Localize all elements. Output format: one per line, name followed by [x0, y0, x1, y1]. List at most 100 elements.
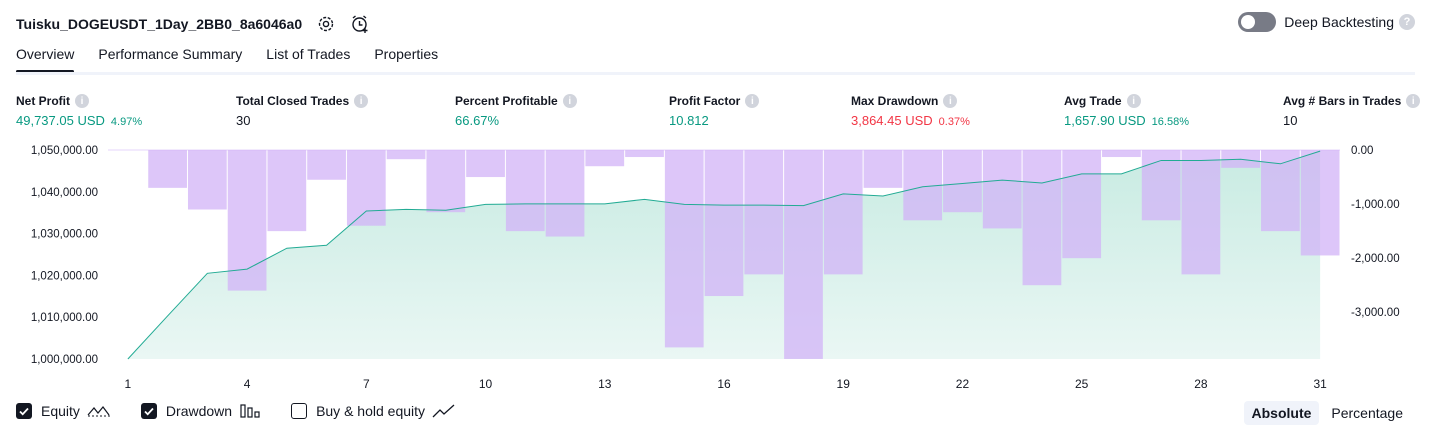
- alarm-add-icon[interactable]: [350, 14, 370, 34]
- drawdown-bars-icon: [239, 403, 261, 419]
- right-axis-tick-label: -2,000.00: [1351, 253, 1400, 265]
- stat-value: 1,657.90 USD 16.58%: [1064, 113, 1189, 128]
- stat-max-drawdown: Max Drawdown i 3,864.45 USD 0.37%: [851, 93, 970, 128]
- drawdown-bar: [505, 150, 545, 232]
- absolute-button[interactable]: Absolute: [1243, 401, 1320, 425]
- drawdown-bar: [625, 150, 664, 158]
- drawdown-bar: [704, 150, 744, 297]
- drawdown-bar: [823, 150, 863, 275]
- equity-line: [127, 150, 1321, 360]
- drawdown-bar: [585, 150, 625, 167]
- stat-percent: 4.97%: [110, 116, 143, 128]
- drawdown-checkbox[interactable]: Drawdown: [140, 403, 261, 419]
- left-axis-tick-label: 1,040,000.00: [31, 187, 98, 199]
- left-axis-tick-label: 1,030,000.00: [31, 229, 98, 241]
- stat-percent: 0.37%: [938, 116, 970, 128]
- stat-label-text: Percent Profitable: [455, 94, 558, 108]
- toggle-knob: [1241, 15, 1256, 29]
- drawdown-bar: [1181, 150, 1221, 275]
- drawdown-bar: [943, 150, 982, 213]
- x-axis-tick-label: 28: [1194, 377, 1208, 391]
- report-tabs: Overview Performance Summary List of Tra…: [16, 46, 462, 73]
- drawdown-bar: [346, 150, 386, 226]
- stat-value: 10.812: [669, 113, 759, 128]
- info-icon[interactable]: i: [745, 94, 760, 108]
- x-axis-tick-label: 4: [244, 377, 251, 391]
- drawdown-bar: [227, 150, 267, 291]
- stat-value: 3,864.45 USD 0.37%: [851, 113, 970, 128]
- stat-label-text: Total Closed Trades: [236, 94, 350, 108]
- x-axis-tick-label: 16: [717, 377, 731, 391]
- stat-label: Profit Factor i: [669, 93, 760, 109]
- equity-drawdown-chart: 1,000,000.00 1,010,000.00 1,020,000.00 1,03…: [31, 145, 1400, 391]
- tab-performance-summary[interactable]: Performance Summary: [98, 46, 243, 62]
- stat-label: Max Drawdown i: [851, 93, 970, 109]
- info-icon[interactable]: i: [943, 94, 958, 108]
- x-axis-tick-label: 19: [837, 377, 851, 391]
- stat-label: Avg Trade i: [1064, 93, 1189, 109]
- stat-value-text: 49,737.05 USD: [16, 113, 105, 128]
- strategy-header: Tuisku_DOGEUSDT_1Day_2BB0_8a6046a0: [16, 10, 370, 38]
- percentage-button[interactable]: Percentage: [1331, 405, 1403, 421]
- stat-label-text: Net Profit: [16, 94, 70, 108]
- stat-label: Avg # Bars in Trades i: [1283, 93, 1421, 109]
- x-axis-tick-label: 7: [363, 377, 370, 391]
- drawdown-bar: [1062, 150, 1102, 259]
- help-icon[interactable]: ?: [1399, 14, 1415, 30]
- left-axis-tick-label: 1,050,000.00: [31, 145, 98, 157]
- deep-backtesting-toggle[interactable]: [1238, 12, 1277, 32]
- stat-value: 66.67%: [455, 113, 577, 128]
- tab-overview[interactable]: Overview: [16, 46, 75, 73]
- stat-net-profit: Net Profit i 49,737.05 USD 4.97%: [16, 93, 142, 128]
- drawdown-bar: [903, 150, 943, 221]
- tab-properties[interactable]: Properties: [374, 46, 439, 62]
- x-axis-tick-label: 31: [1313, 377, 1327, 391]
- drawdown-bar: [466, 150, 505, 178]
- scale-mode-switch: Absolute Percentage: [1240, 401, 1412, 425]
- drawdown-bar: [545, 150, 585, 237]
- right-axis-tick-label: -1,000.00: [1351, 199, 1400, 211]
- stat-value-text: 10.812: [669, 113, 709, 128]
- info-icon[interactable]: i: [354, 94, 369, 108]
- drawdown-bar: [784, 150, 823, 359]
- drawdown-bar: [187, 150, 227, 210]
- equity-label: Equity: [41, 403, 80, 419]
- stat-label-text: Profit Factor: [669, 94, 741, 108]
- drawdown-bar: [1300, 150, 1340, 256]
- drawdown-bar: [744, 150, 784, 275]
- drawdown-bar: [267, 150, 307, 232]
- left-axis-tick-label: 1,020,000.00: [31, 270, 98, 282]
- buy-hold-line-icon: [432, 403, 456, 419]
- stat-total-closed-trades: Total Closed Trades i 30: [236, 93, 369, 128]
- stat-value-text: 30: [236, 113, 251, 128]
- stat-value-text: 10: [1283, 113, 1298, 128]
- stat-value: 10: [1283, 113, 1420, 128]
- checkbox-checked[interactable]: [140, 403, 157, 419]
- stat-avg-trade: Avg Trade i 1,657.90 USD 16.58%: [1064, 93, 1189, 128]
- deep-backtesting-label: Deep Backtesting: [1284, 14, 1394, 30]
- stat-label-text: Avg # Bars in Trades: [1283, 94, 1402, 108]
- buy-hold-checkbox[interactable]: Buy & hold equity: [291, 403, 456, 419]
- checkbox-checked[interactable]: [16, 403, 32, 419]
- drawdown-bar: [863, 150, 903, 188]
- drawdown-bar: [148, 150, 187, 188]
- stat-value: 49,737.05 USD 4.97%: [16, 113, 142, 128]
- tab-list-of-trades[interactable]: List of Trades: [266, 46, 351, 62]
- equity-checkbox[interactable]: Equity: [16, 403, 111, 419]
- info-icon[interactable]: i: [1406, 94, 1421, 108]
- strategy-title: Tuisku_DOGEUSDT_1Day_2BB0_8a6046a0: [16, 16, 303, 32]
- buy-hold-label: Buy & hold equity: [316, 403, 426, 419]
- drawdown-bar: [1022, 150, 1062, 286]
- tab-divider: [16, 72, 1415, 75]
- info-icon[interactable]: i: [1126, 94, 1141, 108]
- gear-icon[interactable]: [316, 14, 336, 34]
- x-axis-tick-label: 25: [1075, 377, 1089, 391]
- stat-label-text: Avg Trade: [1064, 94, 1122, 108]
- drawdown-bar: [426, 150, 466, 213]
- info-icon[interactable]: i: [75, 94, 89, 108]
- drawdown-bar: [664, 150, 704, 348]
- equity-line-icon: [87, 403, 111, 419]
- info-icon[interactable]: i: [562, 94, 577, 108]
- stat-percent-profitable: Percent Profitable i 66.67%: [455, 93, 577, 128]
- checkbox-unchecked[interactable]: [291, 403, 308, 419]
